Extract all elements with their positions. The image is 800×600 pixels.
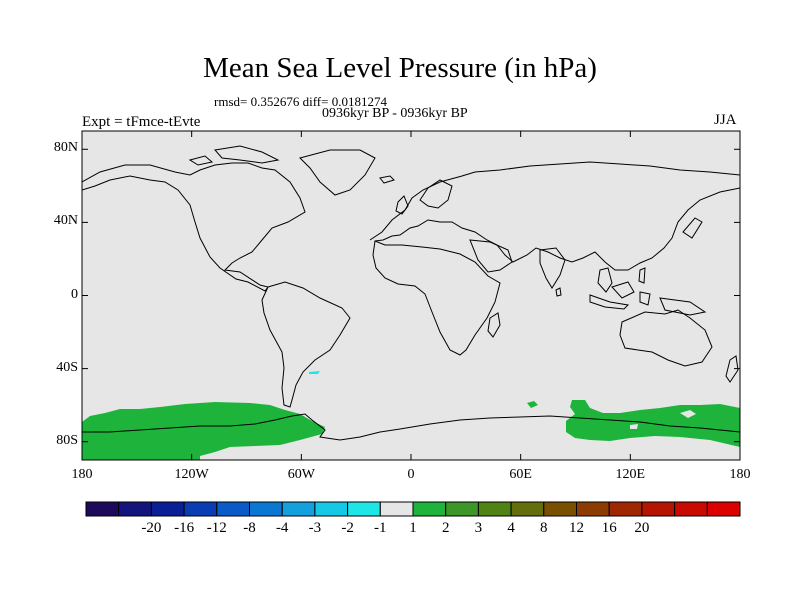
- longitude-tick-label: 120E: [615, 467, 646, 482]
- positive-anomaly-region-west: [82, 402, 325, 460]
- longitude-tick-label: 180: [71, 467, 93, 482]
- coastlines: [82, 145, 740, 441]
- longitude-tick-label: 60W: [287, 467, 315, 482]
- colorbar-label: 4: [507, 520, 515, 536]
- colorbar-label: -1: [374, 520, 387, 536]
- background-patch-in-anomaly-2: [630, 424, 638, 429]
- colorbar-label: -4: [275, 520, 289, 536]
- latitude-tick-label: 40S: [56, 359, 78, 375]
- longitude-tick-label: 60E: [509, 467, 532, 482]
- colorbar-swatch: [608, 501, 643, 517]
- colorbar-label: 12: [569, 520, 584, 536]
- latitude-tick-label: 0: [71, 286, 78, 302]
- experiment-label: Expt = tFmce-tEvte: [82, 114, 201, 130]
- colorbar-swatch: [510, 501, 545, 517]
- colorbar-swatch: [641, 501, 676, 517]
- colorbar-label: 1: [409, 520, 417, 536]
- colorbar-label: 3: [474, 520, 483, 536]
- colorbar-swatch: [150, 501, 185, 517]
- background-patch-in-anomaly: [680, 410, 696, 418]
- colorbar-swatch: [477, 501, 512, 517]
- longitude-tick-label: 0: [407, 467, 415, 482]
- colorbar-swatch: [118, 501, 152, 517]
- colorbar-label: -3: [308, 520, 322, 536]
- colorbar-swatch: [216, 501, 251, 517]
- colorbar-label: -20: [141, 520, 162, 536]
- positive-anomaly-region-east: [566, 400, 740, 460]
- longitude-tick-label: 120W: [174, 467, 209, 482]
- period-label: 0936kyr BP - 0936kyr BP: [322, 106, 468, 121]
- season-label: JJA: [714, 112, 737, 128]
- latitude-tick-label: 40N: [53, 213, 78, 229]
- colorbar-swatch: [706, 501, 741, 517]
- colorbar-label: 2: [441, 520, 450, 536]
- latitude-tick-label: 80N: [53, 140, 78, 156]
- colorbar-label: 16: [601, 520, 617, 536]
- negative-anomaly-patch: [309, 371, 320, 374]
- statistics-label: rmsd= 0.352676 diff= 0.0181274: [214, 94, 387, 109]
- colorbar-swatch: [379, 501, 414, 517]
- colorbar-swatch: [445, 501, 479, 517]
- map-ticks: [81, 131, 741, 460]
- colorbar-swatch: [314, 501, 349, 517]
- colorbar-swatch: [183, 501, 218, 517]
- colorbar-swatch: [347, 501, 381, 517]
- positive-anomaly-region-small: [527, 401, 538, 408]
- longitude-tick-label: 180: [729, 467, 751, 482]
- colorbar-swatch: [281, 501, 316, 517]
- colorbar-label: -8: [243, 520, 256, 536]
- colorbar-swatch: [85, 501, 120, 517]
- colorbar-label: 8: [540, 520, 548, 536]
- colorbar: [85, 501, 741, 517]
- colorbar-swatch: [249, 501, 283, 517]
- colorbar-swatch: [576, 501, 610, 517]
- colorbar-label: -12: [206, 520, 227, 536]
- colorbar-swatch: [543, 501, 577, 517]
- colorbar-label: -2: [341, 520, 354, 536]
- colorbar-swatch: [674, 501, 708, 517]
- colorbar-swatch: [412, 501, 447, 517]
- colorbar-label: 20: [634, 520, 650, 536]
- map-title: Mean Sea Level Pressure (in hPa): [203, 52, 597, 84]
- latitude-tick-label: 80S: [56, 432, 78, 448]
- colorbar-label: -16: [174, 520, 195, 536]
